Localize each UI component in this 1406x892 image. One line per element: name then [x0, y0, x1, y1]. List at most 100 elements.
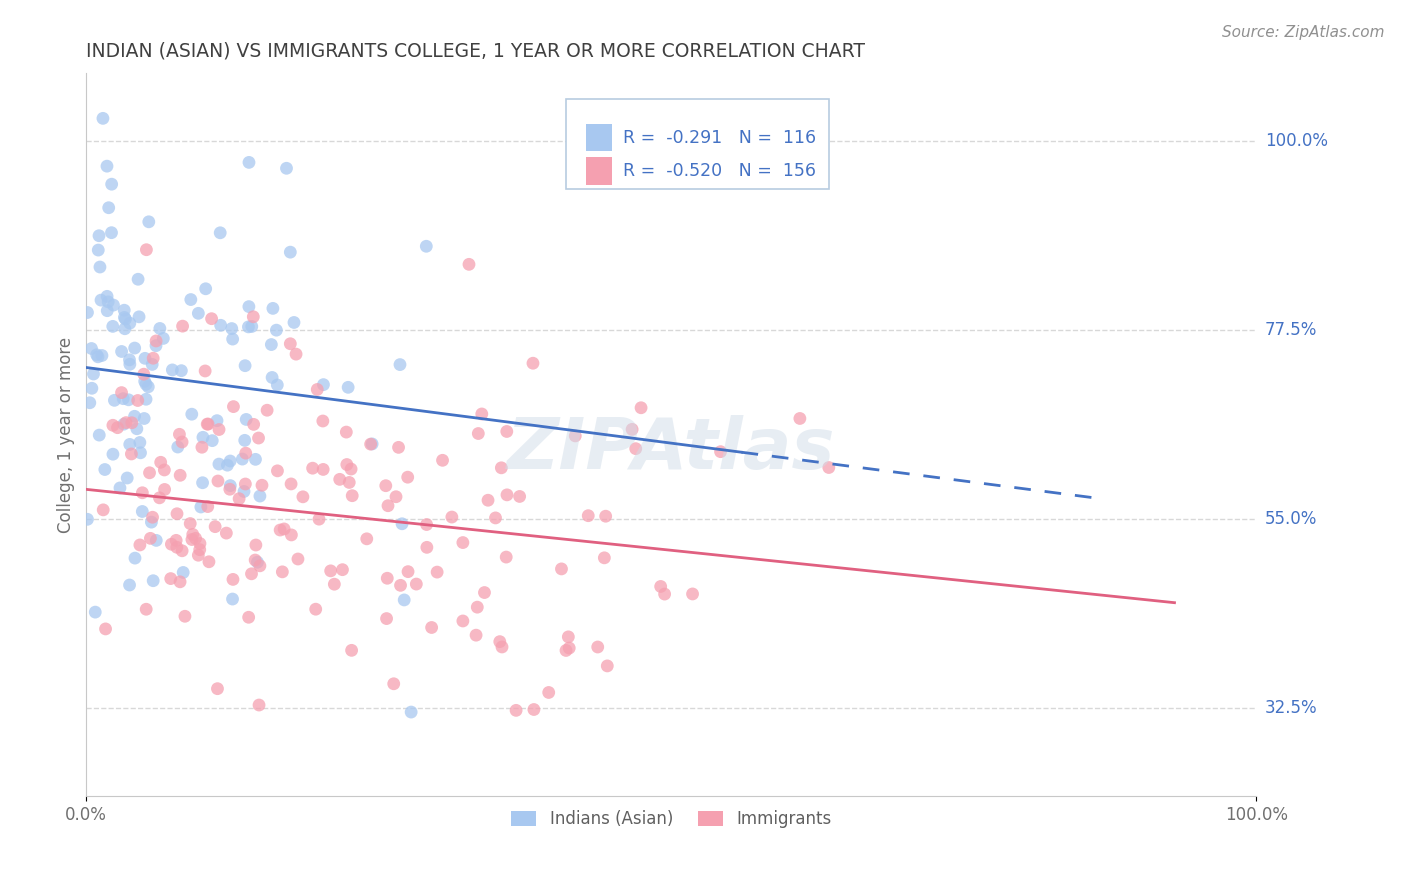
Point: [558, 641, 581, 656]
Point: [188, 542, 211, 557]
Point: [118, 578, 141, 592]
Point: [654, 587, 676, 601]
Point: [174, 609, 197, 624]
Point: [83, 367, 105, 381]
Point: [180, 407, 202, 421]
Point: [172, 543, 194, 558]
Point: [101, 319, 124, 334]
Point: [555, 643, 578, 657]
Point: [209, 226, 232, 240]
Point: [246, 555, 269, 569]
Point: [375, 571, 398, 585]
Point: [134, 351, 156, 366]
Point: [135, 392, 157, 407]
Point: [198, 555, 221, 569]
Point: [624, 442, 647, 456]
Point: [114, 312, 136, 326]
Point: [523, 702, 546, 716]
Point: [451, 614, 474, 628]
Point: [522, 356, 544, 370]
Point: [235, 446, 257, 460]
Point: [789, 411, 811, 425]
Point: [382, 677, 405, 691]
Point: [187, 306, 209, 320]
Point: [149, 321, 172, 335]
Point: [332, 563, 354, 577]
Point: [405, 577, 427, 591]
Point: [100, 226, 122, 240]
Point: [96, 289, 118, 303]
Point: [307, 383, 329, 397]
Point: [115, 416, 138, 430]
Point: [396, 565, 419, 579]
Point: [134, 374, 156, 388]
Point: [388, 358, 411, 372]
Point: [96, 303, 118, 318]
Point: [141, 510, 163, 524]
Point: [488, 634, 510, 648]
Point: [391, 516, 413, 531]
Point: [153, 483, 176, 497]
Point: [112, 417, 135, 432]
Point: [505, 703, 527, 717]
Point: [191, 475, 214, 490]
Point: [166, 440, 188, 454]
Point: [593, 550, 616, 565]
Text: 55.0%: 55.0%: [1265, 510, 1317, 528]
Point: [247, 431, 270, 445]
Point: [564, 429, 586, 443]
Point: [118, 357, 141, 371]
Point: [145, 339, 167, 353]
Point: [361, 437, 384, 451]
Point: [385, 490, 408, 504]
Point: [387, 441, 409, 455]
Point: [233, 359, 256, 373]
Point: [222, 573, 245, 587]
Point: [262, 370, 284, 384]
Point: [103, 298, 125, 312]
Point: [484, 511, 506, 525]
Point: [145, 533, 167, 548]
Point: [266, 464, 288, 478]
Point: [134, 411, 156, 425]
Point: [191, 440, 214, 454]
Point: [112, 310, 135, 325]
Point: [340, 462, 363, 476]
Point: [221, 592, 243, 607]
Point: [467, 426, 489, 441]
Point: [557, 630, 579, 644]
Point: [221, 321, 243, 335]
Point: [145, 334, 167, 348]
Point: [596, 659, 619, 673]
Point: [141, 358, 163, 372]
Point: [172, 319, 194, 334]
Point: [329, 472, 352, 486]
Point: [118, 437, 141, 451]
Point: [169, 427, 191, 442]
Point: [312, 377, 335, 392]
Point: [209, 318, 232, 333]
Point: [181, 527, 204, 541]
Point: [285, 347, 308, 361]
Point: [335, 425, 357, 439]
Point: [118, 316, 141, 330]
Point: [207, 681, 229, 696]
Point: [132, 367, 155, 381]
Point: [630, 401, 652, 415]
Point: [491, 640, 513, 654]
Point: [153, 463, 176, 477]
Point: [301, 461, 323, 475]
Point: [550, 562, 572, 576]
Point: [112, 392, 135, 406]
Point: [416, 541, 439, 555]
Point: [135, 243, 157, 257]
Point: [238, 610, 260, 624]
Point: [260, 337, 283, 351]
Point: [139, 532, 162, 546]
Point: [219, 454, 242, 468]
Point: [89, 260, 111, 274]
Point: [273, 522, 295, 536]
Point: [471, 407, 494, 421]
Point: [131, 504, 153, 518]
Point: [180, 293, 202, 307]
